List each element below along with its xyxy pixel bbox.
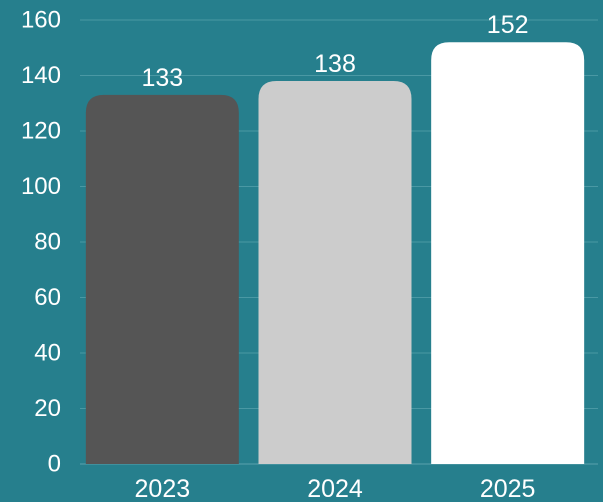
y-tick-label: 120 xyxy=(21,118,61,145)
bar-2023 xyxy=(85,94,239,465)
y-axis-ticks: 0 20 40 60 80 100 120 140 160 xyxy=(21,7,61,478)
x-axis-ticks: 2023 2024 2025 xyxy=(135,475,536,502)
y-tick-label: 0 xyxy=(48,451,61,478)
y-tick-label: 40 xyxy=(34,340,61,367)
data-label-2024: 138 xyxy=(314,50,356,78)
y-tick-label: 100 xyxy=(21,173,61,200)
y-tick-label: 80 xyxy=(34,229,61,256)
x-tick-label: 2023 xyxy=(135,475,191,502)
data-label-2023: 133 xyxy=(141,64,183,92)
bar-2024 xyxy=(258,81,412,465)
y-tick-label: 60 xyxy=(34,284,61,311)
x-tick-label: 2025 xyxy=(480,475,536,502)
y-tick-label: 160 xyxy=(21,7,61,34)
y-tick-label: 20 xyxy=(34,395,61,422)
data-labels: 133 138 152 xyxy=(141,11,528,92)
bars xyxy=(85,42,585,465)
y-tick-label: 140 xyxy=(21,62,61,89)
bar-2025 xyxy=(431,42,585,464)
x-tick-label: 2024 xyxy=(307,475,363,502)
data-label-2025: 152 xyxy=(487,11,529,39)
